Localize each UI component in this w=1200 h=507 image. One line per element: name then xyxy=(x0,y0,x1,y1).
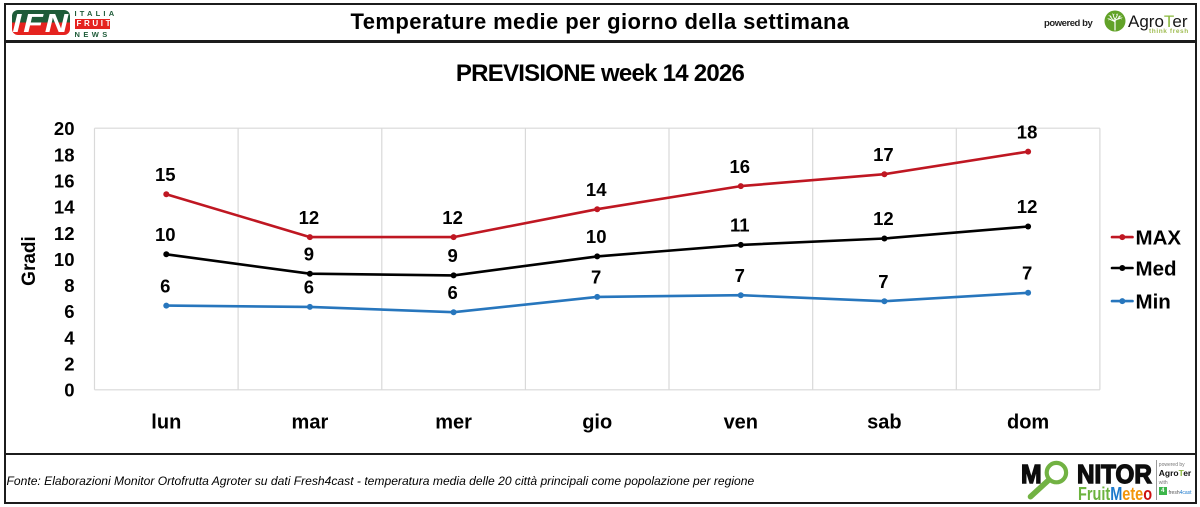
svg-text:Min: Min xyxy=(1136,290,1171,313)
svg-text:9: 9 xyxy=(447,245,457,266)
svg-text:lun: lun xyxy=(151,412,181,434)
svg-text:Gradi: Gradi xyxy=(19,236,40,286)
svg-text:16: 16 xyxy=(730,156,751,177)
svg-text:9: 9 xyxy=(304,243,314,264)
svg-text:7: 7 xyxy=(591,267,601,288)
svg-text:11: 11 xyxy=(730,215,750,236)
svg-text:10: 10 xyxy=(586,226,607,247)
svg-text:14: 14 xyxy=(54,197,75,218)
svg-text:12: 12 xyxy=(873,208,894,229)
svg-text:7: 7 xyxy=(1022,263,1032,284)
svg-text:12: 12 xyxy=(1017,196,1038,217)
svg-text:17: 17 xyxy=(873,144,894,165)
svg-text:0: 0 xyxy=(64,380,74,401)
svg-text:4: 4 xyxy=(64,327,75,348)
svg-text:12: 12 xyxy=(54,223,75,244)
svg-text:14: 14 xyxy=(586,179,607,200)
svg-text:12: 12 xyxy=(299,207,320,228)
svg-text:6: 6 xyxy=(304,277,314,298)
svg-text:ven: ven xyxy=(724,411,758,433)
svg-text:10: 10 xyxy=(155,224,176,245)
svg-text:Med: Med xyxy=(1136,257,1177,280)
svg-text:18: 18 xyxy=(1017,121,1038,142)
svg-text:sab: sab xyxy=(867,411,901,433)
svg-text:7: 7 xyxy=(735,265,745,286)
svg-text:10: 10 xyxy=(54,249,75,270)
svg-text:7: 7 xyxy=(878,271,888,292)
svg-text:gio: gio xyxy=(582,411,612,433)
svg-text:12: 12 xyxy=(442,207,463,228)
svg-text:16: 16 xyxy=(54,171,75,192)
svg-text:8: 8 xyxy=(64,275,74,296)
svg-text:6: 6 xyxy=(160,275,170,296)
svg-text:15: 15 xyxy=(155,164,176,185)
svg-text:6: 6 xyxy=(447,282,457,303)
svg-text:mar: mar xyxy=(292,411,329,433)
svg-text:MAX: MAX xyxy=(1136,226,1182,249)
svg-text:6: 6 xyxy=(64,301,74,322)
svg-text:2: 2 xyxy=(64,354,74,375)
svg-text:dom: dom xyxy=(1007,411,1049,433)
svg-text:mer: mer xyxy=(435,411,472,433)
svg-text:20: 20 xyxy=(54,118,75,139)
svg-text:18: 18 xyxy=(54,144,75,165)
